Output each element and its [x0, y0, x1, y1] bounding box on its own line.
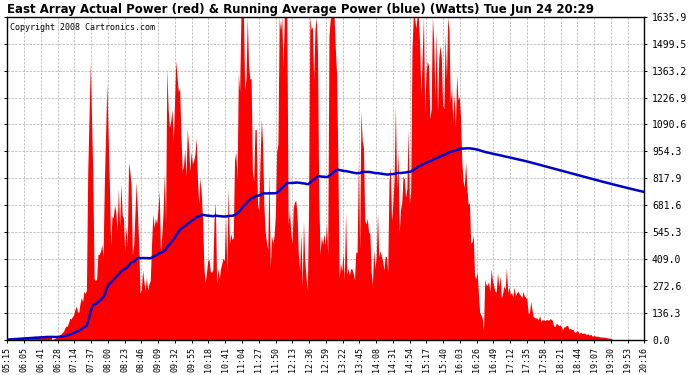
Text: Copyright 2008 Cartronics.com: Copyright 2008 Cartronics.com	[10, 23, 155, 32]
Text: East Array Actual Power (red) & Running Average Power (blue) (Watts) Tue Jun 24 : East Array Actual Power (red) & Running …	[8, 3, 594, 16]
